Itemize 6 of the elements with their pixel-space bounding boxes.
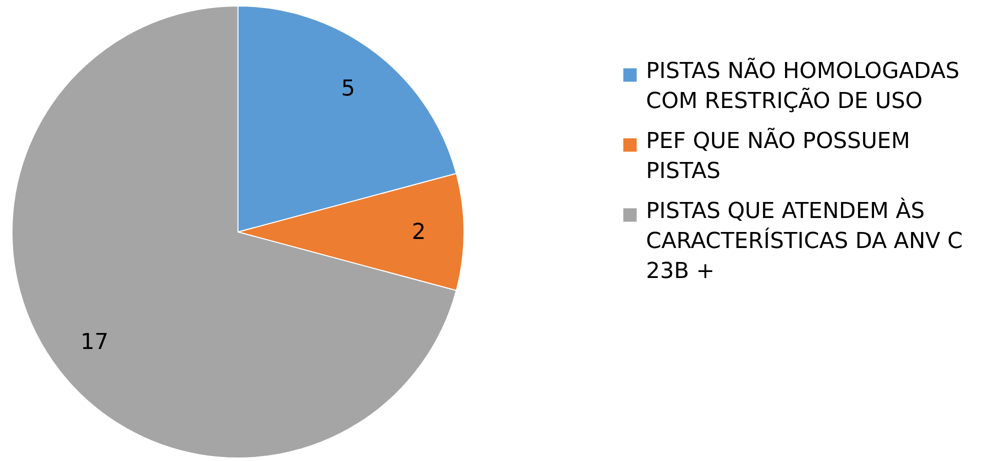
data-label: 17 (80, 330, 109, 356)
data-label: 5 (341, 76, 356, 102)
legend-label: PEF QUE NÃO POSSUEM PISTAS (646, 127, 910, 184)
legend-label: PISTAS NÃO HOMOLOGADAS COM RESTRIÇÃO DE USO (646, 57, 960, 114)
data-label: 2 (412, 220, 426, 245)
legend-label: PISTAS QUE ATENDEM ÀS CARACTERÍSTICAS DA ANV C 23B + (646, 197, 963, 284)
